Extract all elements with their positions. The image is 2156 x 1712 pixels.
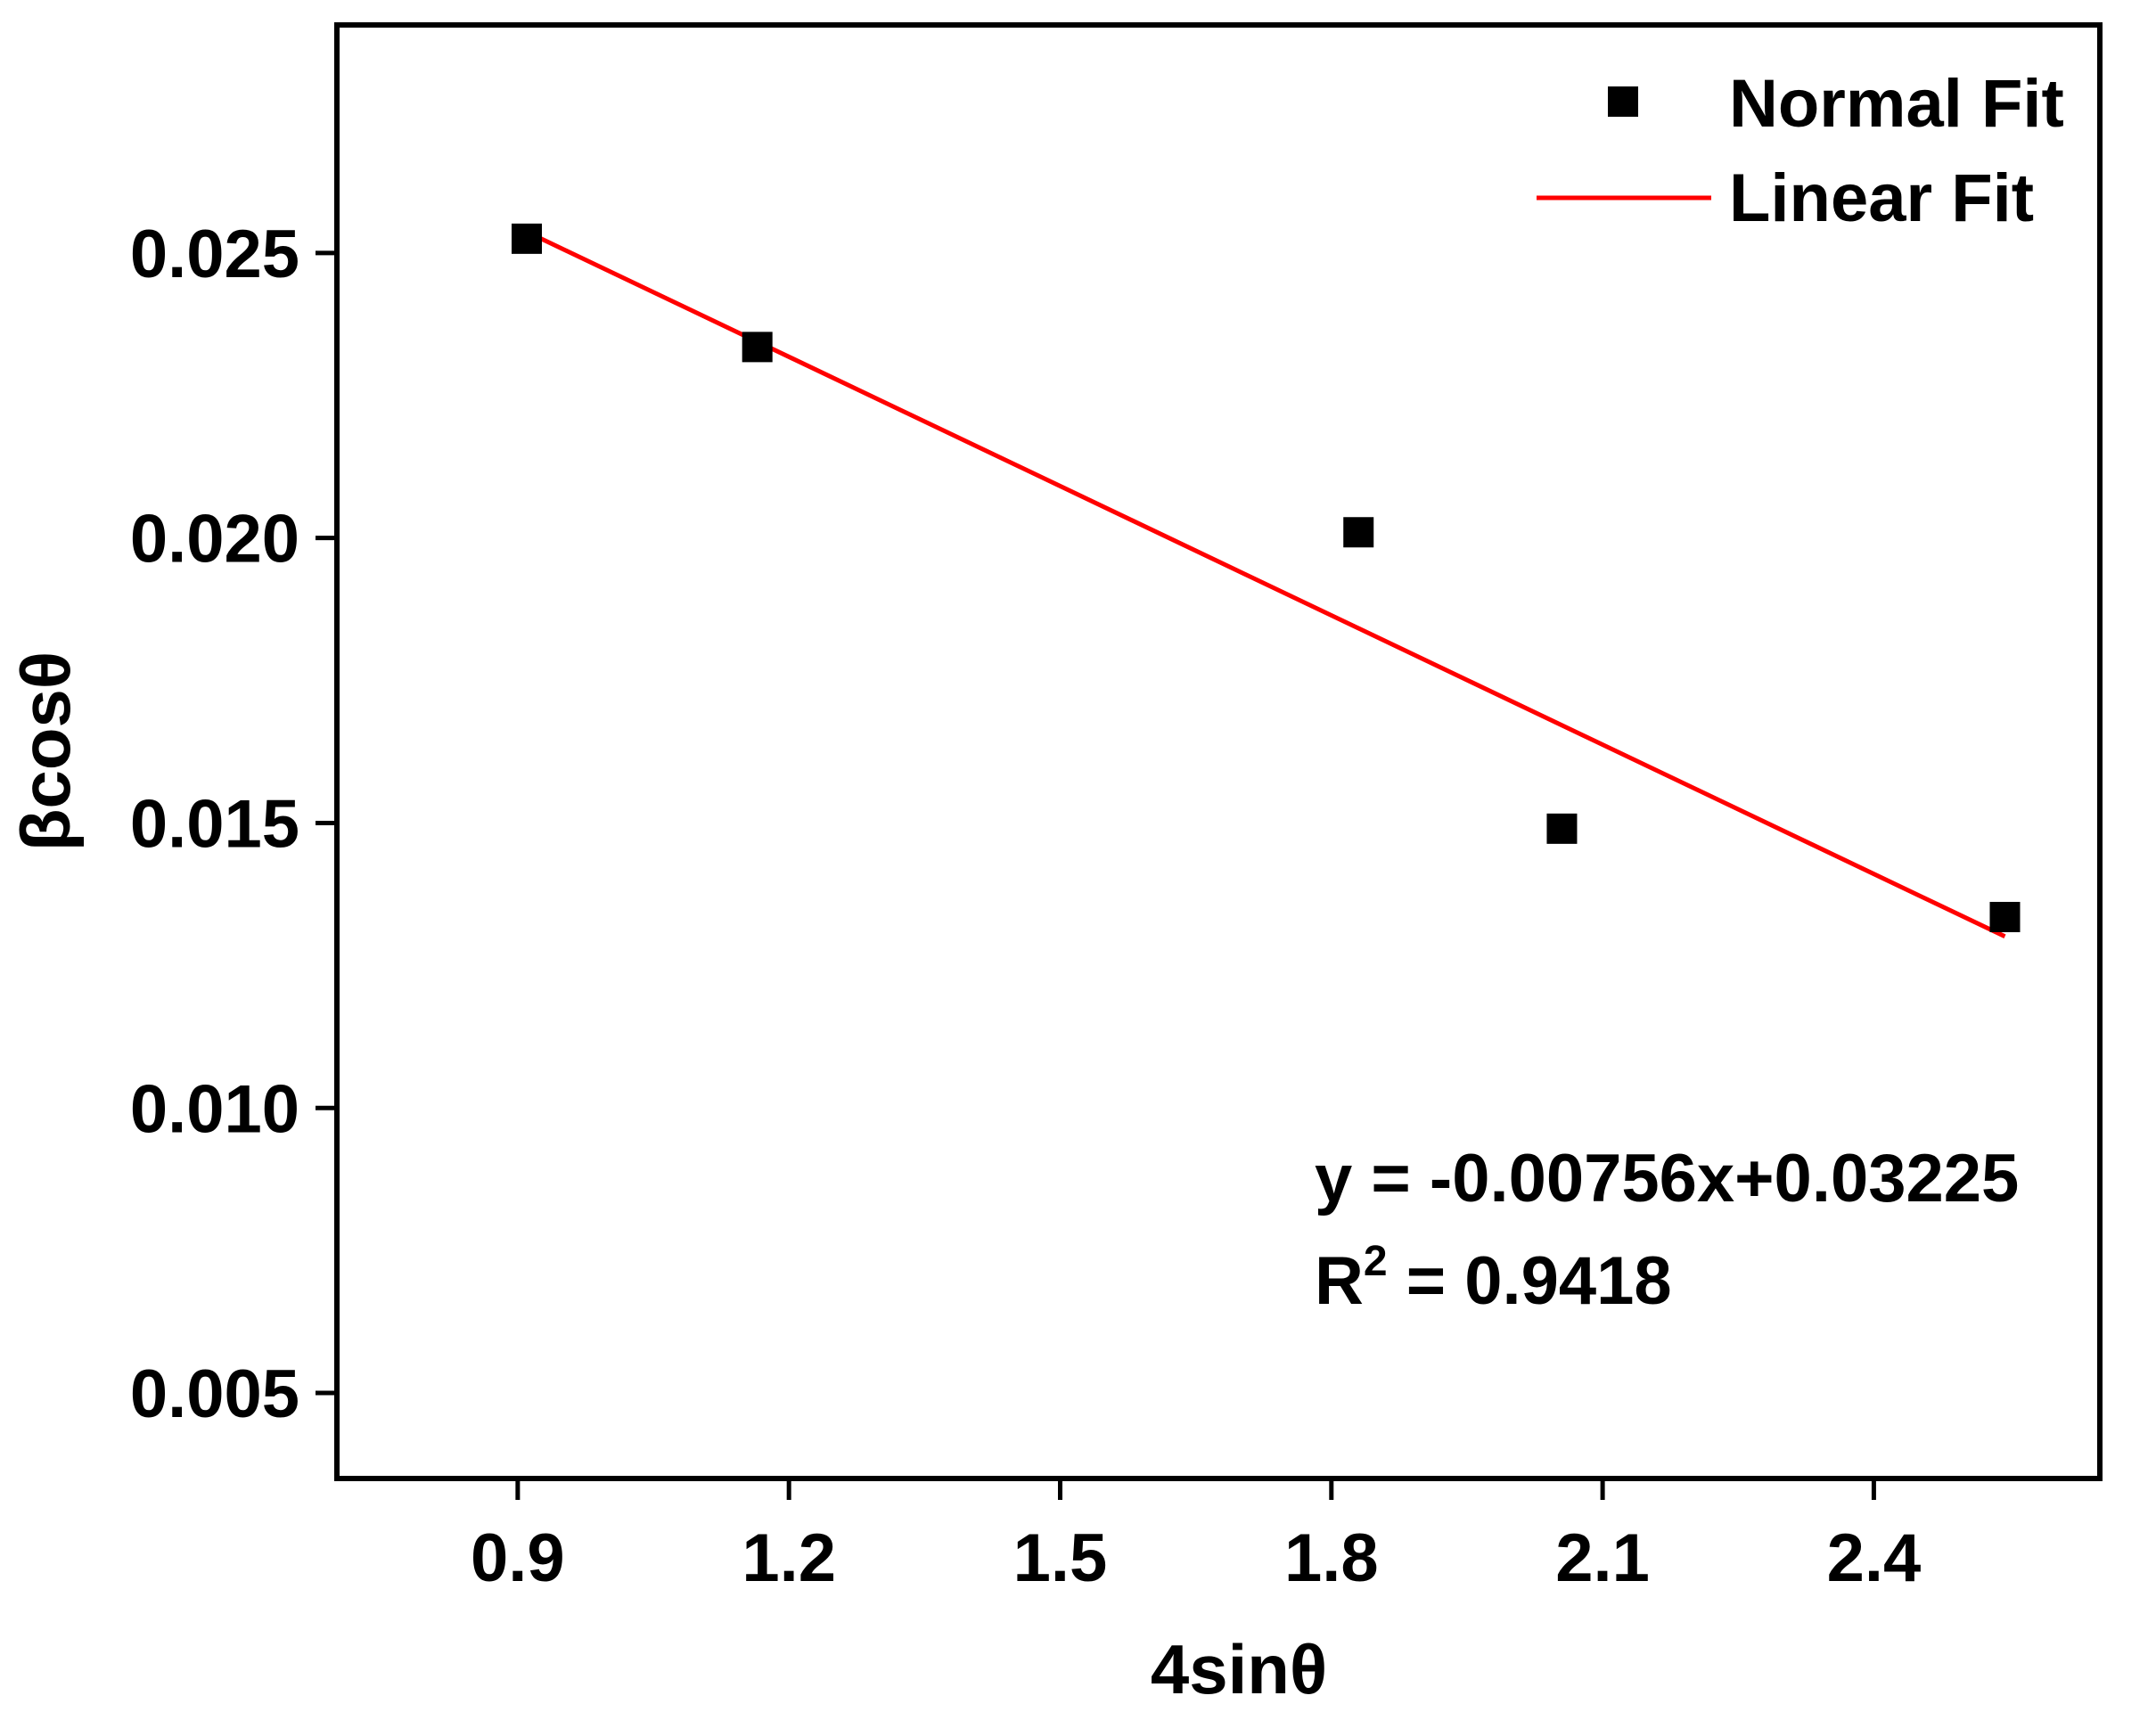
x-tick-label: 1.2 (742, 1520, 836, 1596)
y-axis-title: βcosθ (6, 651, 85, 851)
fit-annotation: y = -0.00756x+0.03225 R2 = 0.9418 (1315, 1141, 2019, 1319)
x-axis-ticks: 0.9 1.2 1.5 1.8 2.1 2.4 (471, 1479, 1921, 1596)
r-squared-superscript: 2 (1364, 1238, 1388, 1285)
fit-equation: y = -0.00756x+0.03225 (1315, 1141, 2019, 1216)
y-axis-ticks: 0.005 0.010 0.015 0.020 0.025 (130, 217, 337, 1432)
y-tick-label: 0.020 (130, 502, 299, 577)
y-tick-label: 0.015 (130, 786, 299, 862)
x-tick-label: 2.4 (1827, 1520, 1922, 1596)
data-point (512, 223, 543, 254)
y-tick-label: 0.005 (130, 1356, 299, 1432)
x-tick-label: 0.9 (471, 1520, 565, 1596)
y-tick-label: 0.010 (130, 1071, 299, 1147)
data-point (1343, 517, 1374, 548)
r-squared-value: = 0.9418 (1388, 1243, 1672, 1319)
data-point (742, 332, 773, 363)
x-tick-label: 1.5 (1013, 1520, 1108, 1596)
x-tick-label: 1.8 (1284, 1520, 1379, 1596)
legend: Normal Fit Linear Fit (1537, 66, 2064, 236)
data-point (1989, 901, 2021, 932)
linear-fit-line (525, 229, 2006, 939)
legend-linear-fit-label: Linear Fit (1729, 160, 2034, 236)
r-squared-prefix: R (1315, 1243, 1364, 1319)
legend-normal-fit-marker (1608, 86, 1638, 117)
plot-frame (334, 22, 2103, 1481)
r-squared: R2 = 0.9418 (1315, 1238, 1672, 1319)
legend-normal-fit-label: Normal Fit (1729, 66, 2064, 142)
x-tick-label: 2.1 (1555, 1520, 1650, 1596)
data-markers (512, 223, 2021, 932)
y-tick-label: 0.025 (130, 217, 299, 292)
x-axis-title: 4sinθ (1151, 1630, 1327, 1708)
data-point (1546, 813, 1578, 844)
